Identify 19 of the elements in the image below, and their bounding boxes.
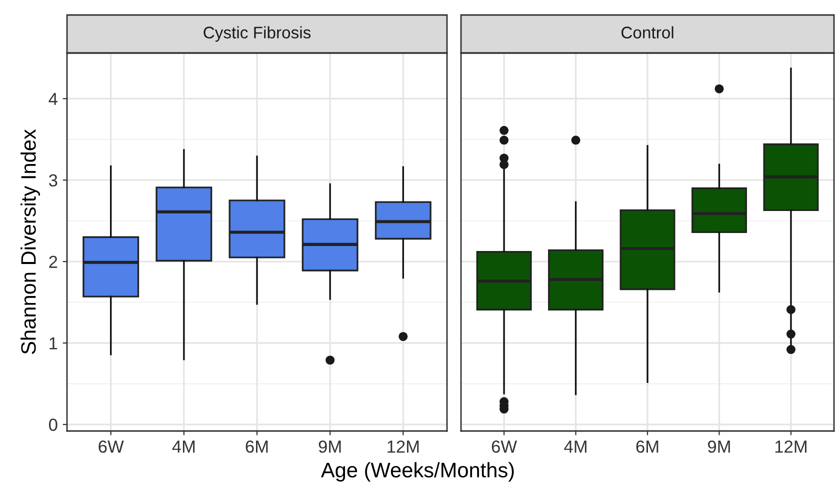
chart-title: Cystic Fibrosis (204, 26, 311, 42)
x-tick-label: 4M (564, 440, 586, 453)
y-tick-label: 3 (48, 174, 58, 187)
y-tick-label: 2 (49, 256, 58, 268)
x-tick-label: 6M (636, 440, 658, 453)
y-tick-label: 0 (48, 418, 58, 431)
x-tick-label: 6W (98, 440, 124, 453)
y-tick-label: 4 (48, 92, 58, 105)
x-tick-label: 12M (388, 440, 419, 453)
x-tick-label: 9M (708, 440, 730, 453)
y-tick-label: 1 (50, 337, 58, 350)
x-tick-label: 12M (775, 440, 806, 453)
x-tick-label: 6W (492, 440, 517, 453)
y-axis-title: Shannon Diversity Index (20, 129, 40, 354)
x-axis-title: Age (Weeks/Months) (320, 462, 514, 482)
chart-title: Control (621, 26, 674, 38)
x-tick-label: 9M (318, 440, 341, 453)
x-tick-label: 6M (246, 440, 268, 453)
x-tick-label: 4M (172, 440, 195, 453)
